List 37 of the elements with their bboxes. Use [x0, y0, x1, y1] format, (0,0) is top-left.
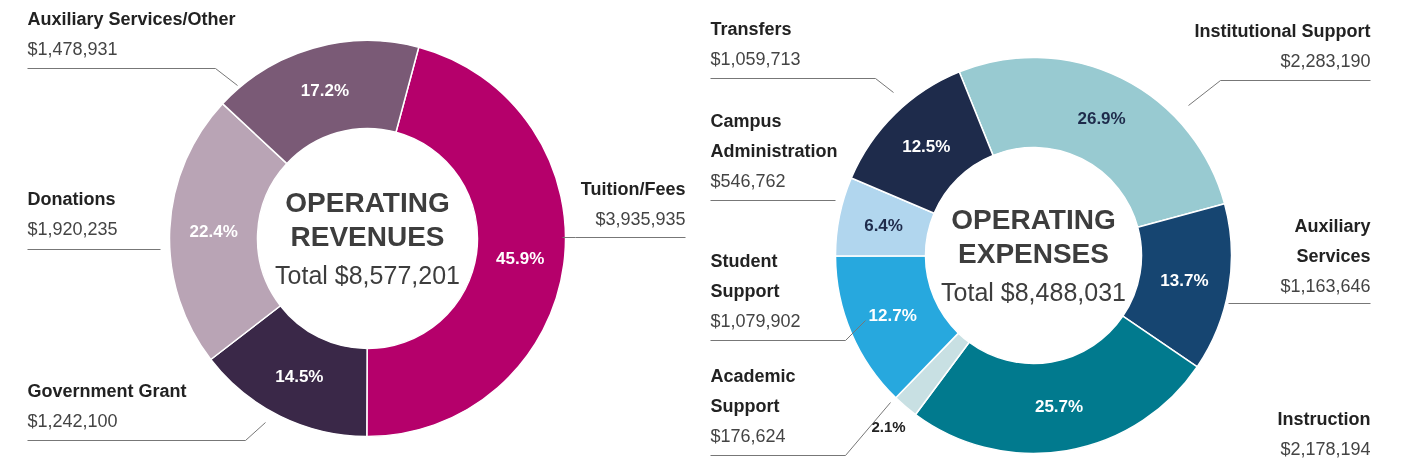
text: 45.9%: [496, 249, 545, 269]
slice-label: Auxiliary Services: [1294, 215, 1371, 266]
slice-label: Institutional Support: [1194, 20, 1371, 41]
slice-label: Tuition/Fees: [580, 178, 686, 199]
data-label: $2,283,190: [1280, 50, 1371, 71]
slice-label: Student Support: [710, 250, 780, 301]
data-label: $1,059,713: [710, 48, 801, 69]
slice-label: Government Grant: [27, 380, 187, 401]
text: 26.9%: [1077, 108, 1126, 128]
slice-label: Academic Support: [710, 365, 796, 416]
data-label: $1,079,902: [710, 310, 801, 331]
text: Total $8,577,201: [275, 260, 460, 289]
text: Total $8,488,031: [941, 277, 1126, 306]
data-label: $2,178,194: [1280, 438, 1371, 459]
data-label: $1,920,235: [27, 218, 118, 239]
slice-label: Instruction: [1277, 408, 1371, 429]
slice-label: Auxiliary Services/Other: [27, 8, 236, 29]
text: 22.4%: [189, 221, 238, 241]
text: OPERATING EXPENSES: [951, 204, 1116, 269]
text: 14.5%: [275, 367, 324, 387]
text: 12.5%: [902, 136, 951, 156]
text: 12.7%: [868, 305, 917, 325]
text: 13.7%: [1160, 271, 1209, 291]
text: 17.2%: [300, 80, 350, 100]
data-label: $1,478,931: [27, 38, 118, 59]
slice-label: Transfers: [710, 18, 792, 39]
text: 25.7%: [1034, 396, 1084, 416]
data-label: $1,163,646: [1280, 275, 1371, 296]
text: 2.1%: [871, 417, 906, 435]
data-label: $1,242,100: [27, 410, 118, 431]
text: OPERATING REVENUES: [285, 187, 450, 252]
data-label: $546,762: [710, 170, 786, 191]
slice-label: Donations: [27, 188, 116, 209]
slice-label: Campus Administration: [710, 110, 838, 161]
data-label: $176,624: [710, 425, 786, 446]
text: 6.4%: [864, 215, 903, 235]
data-label: $3,935,935: [595, 208, 686, 229]
